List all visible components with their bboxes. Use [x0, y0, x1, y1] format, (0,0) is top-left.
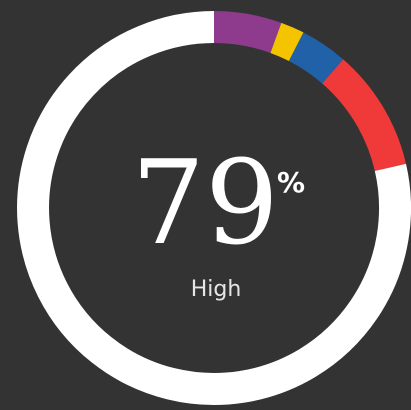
gauge-ring — [17, 10, 411, 405]
ring-track — [17, 11, 411, 405]
ring-segment-purple — [213, 10, 282, 54]
ring-segment-yellow — [270, 22, 304, 62]
ring-segment-red — [321, 59, 406, 172]
ring-segment-blue — [288, 32, 344, 84]
gauge-value: 79 — [131, 136, 279, 271]
gauge-unit: % — [277, 166, 305, 199]
gauge-label: High — [191, 277, 242, 302]
